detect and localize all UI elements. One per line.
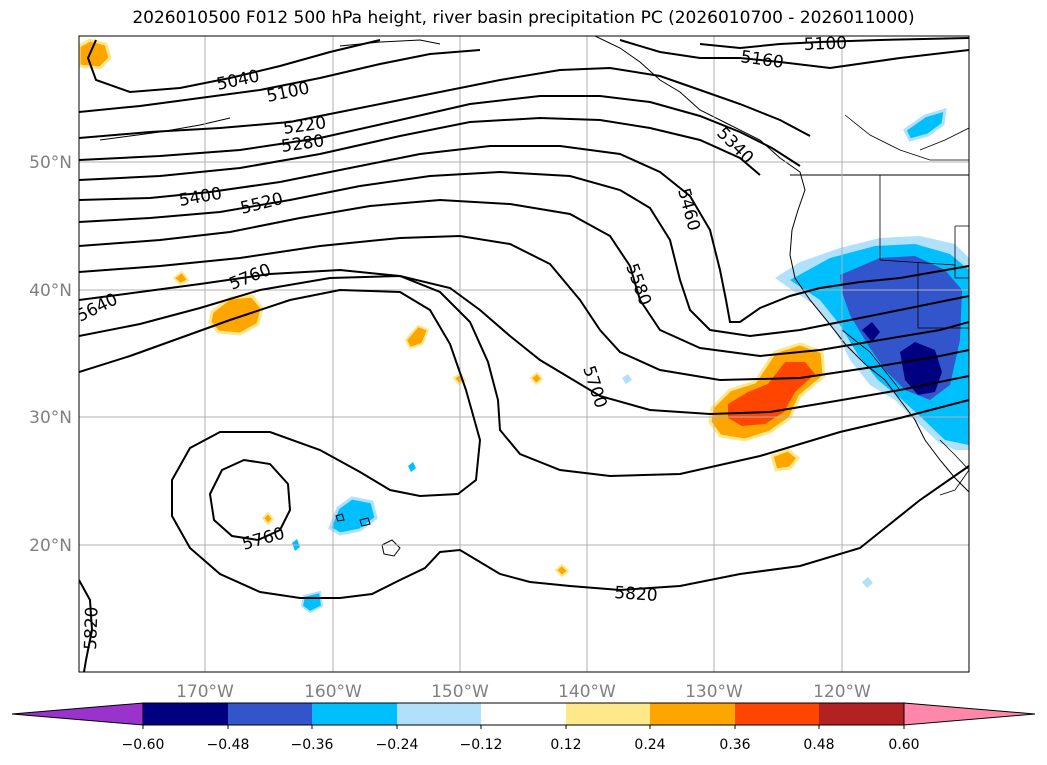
colorbar-swatch xyxy=(735,703,819,725)
colorbar-swatch xyxy=(143,703,228,725)
colorbar-swatch xyxy=(819,703,904,725)
contour-5040 xyxy=(86,39,381,94)
contour-5100 xyxy=(79,49,481,113)
latitude-labels: 50°N 40°N 30°N 20°N xyxy=(29,153,72,556)
colorbar-tick: −0.12 xyxy=(460,737,503,753)
colorbar-swatch xyxy=(566,703,650,725)
lon-label: 170°W xyxy=(176,682,234,702)
colorbar-tick: −0.60 xyxy=(122,737,165,753)
lon-label: 160°W xyxy=(304,682,362,702)
contour-label: 5820 xyxy=(81,606,102,650)
colorbar-extend-low xyxy=(11,702,144,726)
contour-5760-ring xyxy=(208,458,292,542)
colorbar: −0.60 −0.48 −0.36 −0.24 −0.12 0.12 0.24 … xyxy=(11,702,1036,753)
colorbar-tick: 0.36 xyxy=(719,737,750,753)
contour-5760 xyxy=(79,288,969,599)
colorbar-tick: 0.24 xyxy=(634,737,665,753)
colorbar-tick: −0.24 xyxy=(376,737,419,753)
colorbar-ticks: −0.60 −0.48 −0.36 −0.24 −0.12 0.12 0.24 … xyxy=(122,737,920,753)
colorbar-swatch xyxy=(650,703,735,725)
map-border xyxy=(78,35,970,673)
gridlines xyxy=(79,36,969,672)
contour-5280 xyxy=(79,95,801,167)
contour-5160 xyxy=(619,39,969,70)
lon-label: 140°W xyxy=(558,682,616,702)
contour-5220 xyxy=(79,66,811,139)
hawaii-islands xyxy=(335,513,401,557)
lat-label: 20°N xyxy=(29,536,72,556)
colorbar-extend-high xyxy=(903,702,1036,726)
negative-area-bc xyxy=(903,107,947,142)
longitude-labels: 170°W 160°W 150°W 140°W 130°W 120°W xyxy=(176,682,871,702)
lon-label: 150°W xyxy=(431,682,489,702)
lon-label: 130°W xyxy=(685,682,743,702)
negative-area-california-core xyxy=(900,342,942,395)
lat-label: 50°N xyxy=(29,153,72,173)
lat-label: 40°N xyxy=(29,281,72,301)
lon-label: 120°W xyxy=(813,682,871,702)
contour-5100b xyxy=(699,37,969,50)
contour-5340 xyxy=(79,116,761,181)
contour-5520 xyxy=(79,198,969,358)
map-title: 2026010500 F012 500 hPa height, river ba… xyxy=(132,8,915,28)
contour-5820 xyxy=(79,579,94,672)
colorbar-swatch xyxy=(228,703,312,725)
height-contours xyxy=(79,37,969,672)
colorbar-tick: 0.48 xyxy=(803,737,834,753)
contour-5700 xyxy=(79,274,969,478)
colorbar-swatch xyxy=(397,703,481,725)
contour-5460 xyxy=(79,170,969,338)
map-panel: 5100 5160 5040 5100 5220 5280 5340 5400 … xyxy=(79,33,969,672)
contour-label: 5820 xyxy=(614,583,659,606)
colorbar-tick: −0.36 xyxy=(291,737,334,753)
colorbar-tick: 0.60 xyxy=(888,737,919,753)
contour-5580 xyxy=(79,234,969,382)
contour-label: 5100 xyxy=(803,33,847,54)
colorbar-tick: −0.48 xyxy=(207,737,250,753)
lat-label: 30°N xyxy=(29,408,72,428)
colorbar-swatch xyxy=(312,703,397,725)
contour-5640 xyxy=(79,268,969,416)
contour-5400 xyxy=(79,145,969,323)
colorbar-swatch xyxy=(481,703,566,725)
colorbar-tick: 0.12 xyxy=(550,737,581,753)
